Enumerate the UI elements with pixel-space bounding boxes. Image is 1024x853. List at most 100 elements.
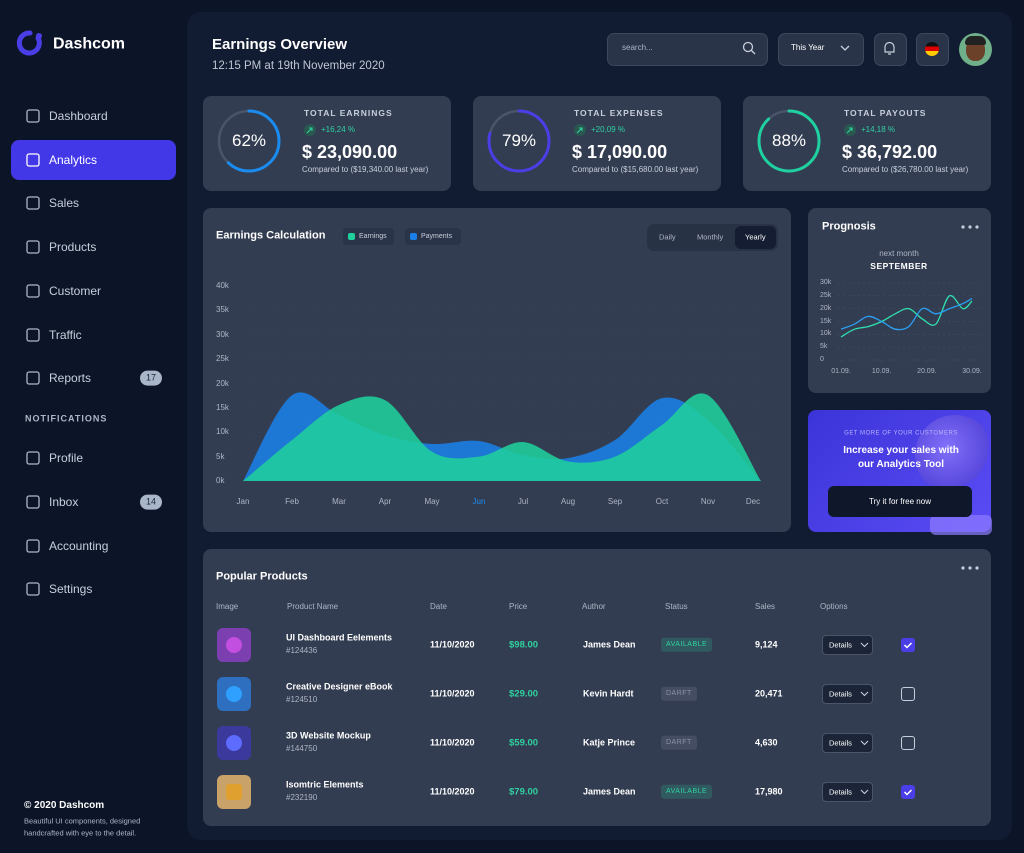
tab-label[interactable]: Monthly <box>697 232 724 242</box>
product-date: 11/10/2020 <box>430 639 475 650</box>
nav-icon <box>26 284 40 298</box>
nav-label[interactable]: Reports <box>49 370 92 385</box>
ring-label: 62% <box>231 130 267 150</box>
x-tick-label: May <box>424 497 440 507</box>
stat-label: TOTAL EXPENSES <box>574 107 664 118</box>
x-tick-label: Jul <box>517 497 529 507</box>
promo-decor <box>930 515 992 535</box>
legend-swatch <box>410 233 417 240</box>
nav-label[interactable]: Analytics <box>49 152 98 167</box>
footer-text: handcrafted with eye to the detail. <box>24 828 137 838</box>
y-tick-label: 40k <box>216 281 229 291</box>
brand-name: Dashcom <box>53 35 126 53</box>
product-author: James Dean <box>583 786 636 797</box>
nav-label[interactable]: Traffic <box>49 327 82 342</box>
nav-label[interactable]: Settings <box>49 581 93 596</box>
column-header: Date <box>430 602 447 612</box>
product-date: 11/10/2020 <box>430 688 475 699</box>
product-sales: 17,980 <box>755 786 783 797</box>
period-label: This Year <box>791 43 825 53</box>
nav-label[interactable]: Dashboard <box>49 108 108 123</box>
prognosis-caption: next month <box>879 249 919 259</box>
x-tick-label: Dec <box>745 497 761 507</box>
brand-logo <box>36 33 42 39</box>
nav-label[interactable]: Inbox <box>49 494 79 509</box>
x-tick-label: 20.09. <box>917 367 937 375</box>
row-checkbox[interactable] <box>901 687 915 701</box>
period-select[interactable] <box>778 33 864 66</box>
promo-headline: our Analytics Tool <box>857 459 945 470</box>
promo-button[interactable] <box>828 486 972 517</box>
nav-icon <box>26 371 40 385</box>
details-label[interactable]: Details <box>829 640 852 650</box>
legend-item <box>343 228 394 245</box>
product-status: DARFT <box>661 686 697 702</box>
notification-button[interactable] <box>874 33 907 66</box>
nav-label[interactable]: Products <box>49 239 97 254</box>
details-button[interactable] <box>822 635 873 655</box>
row-checkbox[interactable] <box>901 638 915 652</box>
ring-label: 88% <box>771 130 807 150</box>
product-price: $59.00 <box>509 737 539 749</box>
product-image-art <box>226 735 242 751</box>
page-title: Earnings Overview <box>212 36 348 53</box>
y-tick-label: 15k <box>216 403 229 413</box>
product-price: $29.00 <box>509 688 539 700</box>
y-tick-label: 5k <box>216 451 225 461</box>
details-button[interactable] <box>822 782 873 802</box>
details-button[interactable] <box>822 733 873 753</box>
y-tick-label: 0 <box>820 355 824 363</box>
tab-active[interactable] <box>735 226 776 249</box>
y-tick-label: 15k <box>820 317 832 325</box>
stat-amount: $ 23,090.00 <box>302 142 398 163</box>
promo-button-label[interactable]: Try it for free now <box>869 497 931 507</box>
details-button[interactable] <box>822 684 873 704</box>
column-header: Product Name <box>287 602 339 612</box>
column-header: Author <box>582 602 606 612</box>
column-header: Options <box>820 602 848 612</box>
details-label[interactable]: Details <box>829 787 852 797</box>
details-label[interactable]: Details <box>829 738 852 748</box>
nav-icon <box>26 451 40 465</box>
product-id: #124436 <box>286 646 318 656</box>
y-tick-label: 25k <box>820 291 832 299</box>
language-button[interactable] <box>916 33 949 66</box>
footer-text: Beautiful UI components, designed <box>24 816 141 826</box>
stat-compare: Compared to ($15,680.00 last year) <box>572 165 699 175</box>
details-label[interactable]: Details <box>829 689 852 699</box>
product-image-art <box>226 637 242 653</box>
product-date: 11/10/2020 <box>430 737 475 748</box>
nav-label[interactable]: Accounting <box>49 538 109 553</box>
x-tick-label: Nov <box>700 497 716 507</box>
row-checkbox[interactable] <box>901 785 915 799</box>
column-header: Image <box>216 602 239 612</box>
product-id: #124510 <box>286 695 318 705</box>
legend-label: Payments <box>421 232 453 240</box>
row-checkbox[interactable] <box>901 736 915 750</box>
nav-label[interactable]: Profile <box>49 450 84 465</box>
stat-compare: Compared to ($26,780.00 last year) <box>842 165 969 175</box>
tab-label[interactable]: Yearly <box>745 232 766 242</box>
product-author: James Dean <box>583 639 636 650</box>
y-tick-label: 35k <box>216 305 229 315</box>
tab-label[interactable]: Daily <box>659 232 676 242</box>
stat-change: +14,18 % <box>861 125 896 135</box>
product-image-art <box>226 686 242 702</box>
x-tick-label: Mar <box>332 497 346 507</box>
x-tick-label: Apr <box>378 497 392 507</box>
stat-amount: $ 36,792.00 <box>842 142 938 163</box>
product-sales: 9,124 <box>755 639 778 650</box>
page-subtitle: 12:15 PM at 19th November 2020 <box>212 60 385 73</box>
promo-headline: Increase your sales with <box>843 445 959 456</box>
search-box[interactable] <box>607 33 768 66</box>
stat-compare: Compared to ($19,340.00 last year) <box>302 165 429 175</box>
nav-label[interactable]: Sales <box>49 195 80 210</box>
legend-item <box>405 228 461 245</box>
legend-label: Earnings <box>359 232 387 240</box>
nav-label[interactable]: Customer <box>49 283 102 298</box>
nav-badge: 17 <box>140 370 163 386</box>
product-name: Isomtric Elements <box>286 779 364 790</box>
nav-icon <box>26 582 40 596</box>
avatar-hair <box>965 36 986 45</box>
y-tick-label: 30k <box>820 278 832 286</box>
